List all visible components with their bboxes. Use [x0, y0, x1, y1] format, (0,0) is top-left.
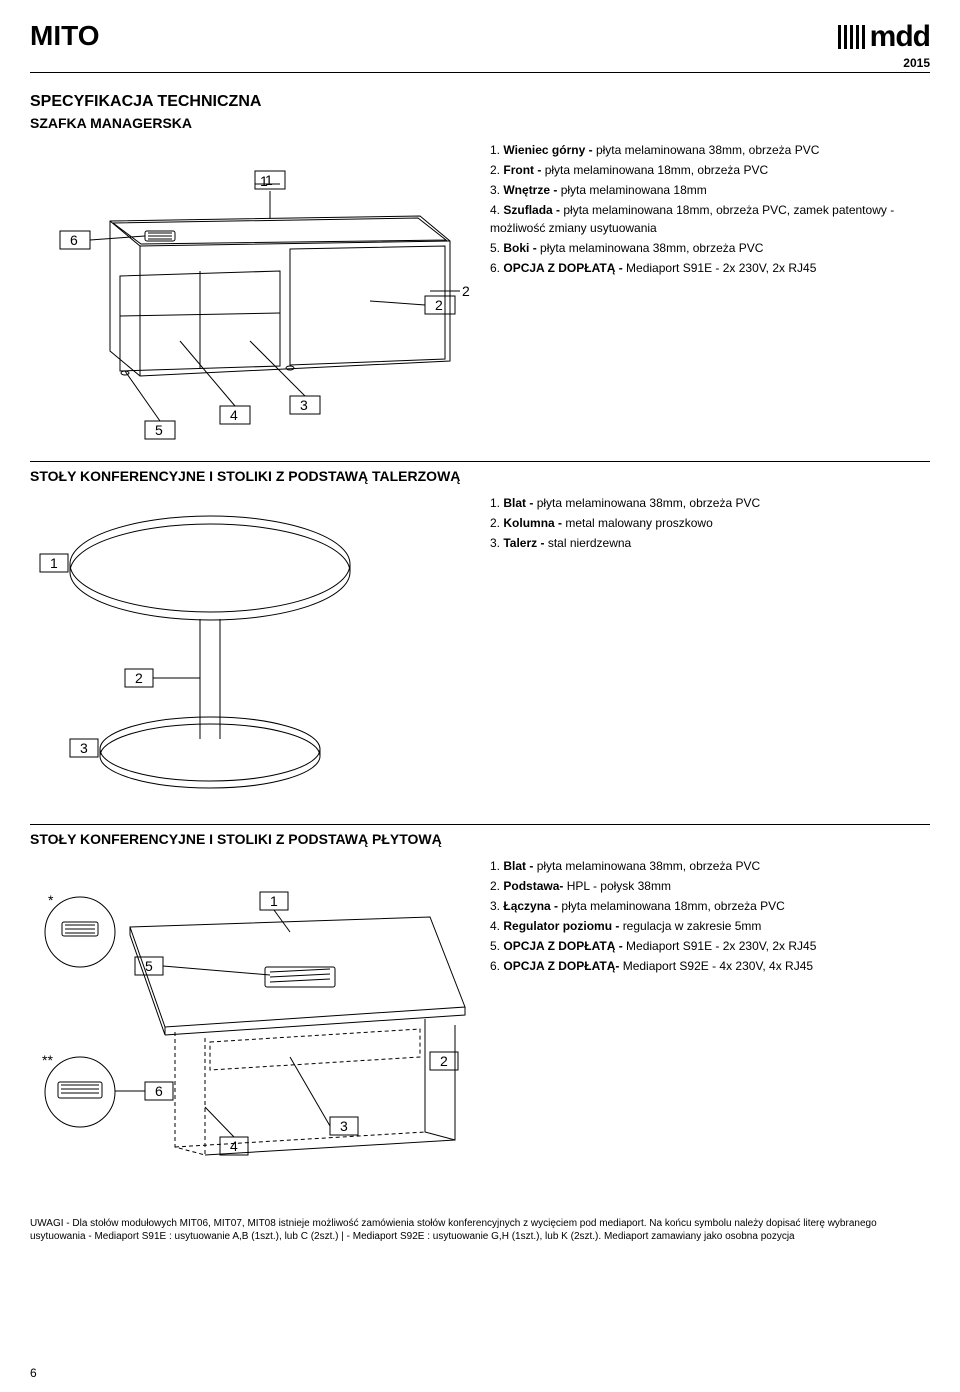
callout: 2 [135, 670, 143, 686]
callout: 1 [265, 172, 273, 188]
spec-item: 3. Łączyna - płyta melaminowana 18mm, ob… [490, 897, 930, 915]
footer-note: UWAGI - Dla stołów modułowych MIT06, MIT… [30, 1217, 930, 1243]
spec-subtitle: SZAFKA MANAGERSKA [30, 115, 930, 131]
callout: 3 [80, 740, 88, 756]
cabinet-diagram: 1 2 [30, 141, 470, 441]
callout: 6 [155, 1083, 163, 1099]
spec-item: 4. Szuflada - płyta melaminowana 18mm, o… [490, 201, 930, 237]
callout: 2 [435, 297, 443, 313]
spec-item: 4. Regulator poziomu - regulacja w zakre… [490, 917, 930, 935]
pedestal-diagram: 1 2 3 [30, 494, 470, 804]
spec-item: 1. Blat - płyta melaminowana 38mm, obrze… [490, 857, 930, 875]
callout: 3 [300, 397, 308, 413]
callout: 2 [440, 1053, 448, 1069]
dstar: ** [42, 1052, 53, 1068]
callout: 3 [340, 1118, 348, 1134]
callout: 1 [270, 893, 278, 909]
spec-item: 2. Front - płyta melaminowana 18mm, obrz… [490, 161, 930, 179]
callout: 4 [230, 407, 238, 423]
year: 2015 [838, 56, 930, 70]
section-table-pedestal: 1 2 3 1. Blat - płyta melaminowana 38mm,… [30, 494, 930, 804]
header: MITO mdd 2015 [30, 20, 930, 73]
star: * [48, 892, 54, 908]
callout: 5 [145, 958, 153, 974]
logo-stripes-icon [838, 25, 866, 49]
callout: 4 [230, 1138, 238, 1154]
spec-item: 2. Kolumna - metal malowany proszkowo [490, 514, 930, 532]
callout: 6 [70, 232, 78, 248]
spec-item: 1. Wieniec górny - płyta melaminowana 38… [490, 141, 930, 159]
page-title: MITO [30, 20, 99, 52]
section2-title: STOŁY KONFERENCYJNE I STOLIKI Z PODSTAWĄ… [30, 461, 930, 484]
spec-item: 6. OPCJA Z DOPŁATĄ- Mediaport S92E - 4x … [490, 957, 930, 975]
spec-item: 3. Wnętrze - płyta melaminowana 18mm [490, 181, 930, 199]
logo-text: mdd [870, 20, 930, 54]
spec-item: 1. Blat - płyta melaminowana 38mm, obrze… [490, 494, 930, 512]
callout-2: 2 [462, 283, 470, 299]
section-table-panel: 1 2 3 4 5 6 * ** 1. Blat - płyta melamin… [30, 857, 930, 1187]
spec-item: 3. Talerz - stal nierdzewna [490, 534, 930, 552]
page-number: 6 [30, 1366, 37, 1380]
cabinet-specs: 1. Wieniec górny - płyta melaminowana 38… [490, 141, 930, 279]
spec-title: SPECYFIKACJA TECHNICZNA [30, 93, 930, 111]
pedestal-specs: 1. Blat - płyta melaminowana 38mm, obrze… [490, 494, 930, 554]
section-cabinet: 1 2 [30, 141, 930, 441]
spec-item: 2. Podstawa- HPL - połysk 38mm [490, 877, 930, 895]
panel-specs: 1. Blat - płyta melaminowana 38mm, obrze… [490, 857, 930, 977]
brand-logo: mdd [838, 20, 930, 54]
spec-item: 5. Boki - płyta melaminowana 38mm, obrze… [490, 239, 930, 257]
spec-item: 5. OPCJA Z DOPŁATĄ - Mediaport S91E - 2x… [490, 937, 930, 955]
section3-title: STOŁY KONFERENCYJNE I STOLIKI Z PODSTAWĄ… [30, 824, 930, 847]
callout: 1 [50, 555, 58, 571]
spec-item: 6. OPCJA Z DOPŁATĄ - Mediaport S91E - 2x… [490, 259, 930, 277]
callout: 5 [155, 422, 163, 438]
panel-diagram: 1 2 3 4 5 6 * ** [30, 857, 470, 1187]
logo-area: mdd 2015 [838, 20, 930, 70]
